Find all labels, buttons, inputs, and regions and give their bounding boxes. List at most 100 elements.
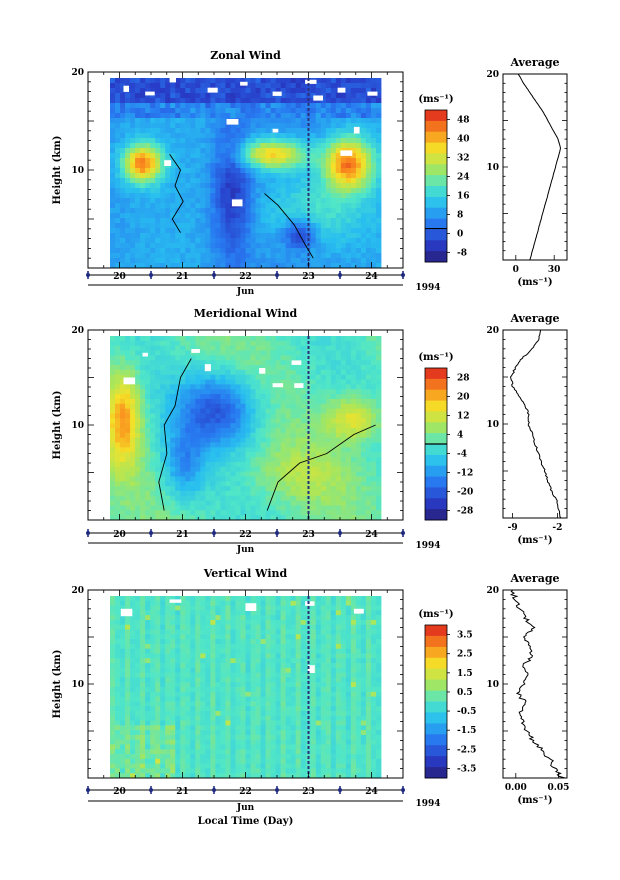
heatmap-cell [115,606,120,611]
heatmap-cell [361,346,366,351]
heatmap-cell [140,399,145,404]
heatmap-cell [301,93,306,98]
heatmap-cell [261,223,266,228]
heatmap-cell [135,491,140,496]
heatmap-cell [130,433,135,438]
heatmap-cell [351,218,356,223]
heatmap-cell [195,501,200,506]
heatmap-cell [145,108,150,113]
heatmap-cell [311,258,316,263]
y-tick-label: 10 [71,166,84,176]
heatmap-cell [160,658,165,663]
heatmap-cell [301,223,306,228]
heatmap-cell [311,462,316,467]
heatmap-cell [225,243,230,248]
heatmap-cell [140,173,145,178]
heatmap-cell [195,78,200,83]
heatmap-cell [220,375,225,380]
heatmap-cell [376,375,381,380]
heatmap-cell [120,496,125,501]
heatmap-cell [210,173,215,178]
heatmap-cell [225,481,230,486]
heatmap-cell [150,677,155,682]
heatmap-cell [190,118,195,123]
heatmap-cell [140,153,145,158]
heatmap-cell [115,365,120,370]
heatmap-cell [256,78,261,83]
heatmap-cell [321,505,326,510]
heatmap-cell [331,351,336,356]
heatmap-cell [135,754,140,759]
heatmap-cell [115,193,120,198]
heatmap-cell [120,143,125,148]
heatmap-cell [140,486,145,491]
heatmap-cell [170,238,175,243]
heatmap-cell [150,193,155,198]
heatmap-cell [190,143,195,148]
heatmap-cell [190,360,195,365]
heatmap-cell [346,78,351,83]
heatmap-cell [361,163,366,168]
missing-data-patch [338,88,346,93]
heatmap-cell [291,233,296,238]
heatmap-cell [160,409,165,414]
heatmap-cell [346,351,351,356]
heatmap-cell [235,467,240,472]
heatmap-cell [351,118,356,123]
heatmap-cell [251,178,256,183]
heatmap-cell [125,78,130,83]
heatmap-cell [366,133,371,138]
heatmap-cell [175,501,180,506]
heatmap-cell [200,501,205,506]
heatmap-cell [356,193,361,198]
heatmap-cell [356,148,361,153]
heatmap-cell [110,472,115,477]
heatmap-cell [125,128,130,133]
heatmap-cell [371,148,376,153]
heatmap-cell [140,409,145,414]
heatmap-cell [356,118,361,123]
heatmap-cell [160,380,165,385]
heatmap-cell [266,404,271,409]
heatmap-cell [135,725,140,730]
heatmap-cell [371,433,376,438]
heatmap-cell [215,128,220,133]
heatmap-cell [210,346,215,351]
heatmap-cell [210,153,215,158]
heatmap-cell [145,476,150,481]
heatmap-cell [326,443,331,448]
heatmap-cell [240,486,245,491]
heatmap-cell [276,133,281,138]
heatmap-cell [351,243,356,248]
heatmap-cell [256,223,261,228]
heatmap-cell [356,423,361,428]
colorbar-swatch [425,433,447,444]
heatmap-cell [261,128,266,133]
heatmap-cell [251,462,256,467]
heatmap-cell [135,687,140,692]
heatmap-cell [351,213,356,218]
heatmap-cell [366,213,371,218]
heatmap-cell [180,228,185,233]
heatmap-cell [170,620,175,625]
heatmap-cell [200,447,205,452]
heatmap-cell [195,188,200,193]
heatmap-cell [230,418,235,423]
heatmap-cell [301,510,306,515]
heatmap-cell [160,355,165,360]
heatmap-cell [326,384,331,389]
heatmap-cell [205,178,210,183]
heatmap-cell [210,399,215,404]
heatmap-cell [276,113,281,118]
heatmap-cell [130,697,135,702]
heatmap-cell [225,248,230,253]
heatmap-cell [371,208,376,213]
heatmap-cell [321,472,326,477]
heatmap-cell [301,183,306,188]
heatmap-cell [271,218,276,223]
heatmap-cell [346,133,351,138]
heatmap-cell [256,510,261,515]
heatmap-cell [331,481,336,486]
heatmap-cell [190,153,195,158]
heatmap-cell [326,183,331,188]
